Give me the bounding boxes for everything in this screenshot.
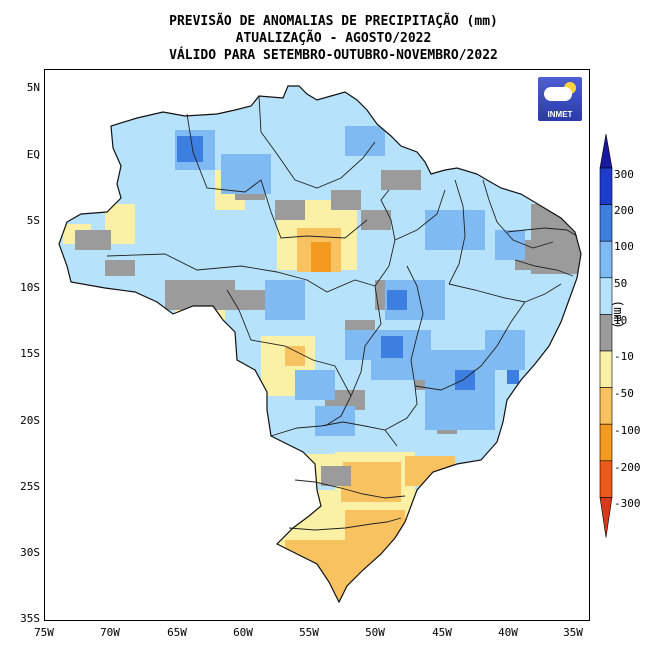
colorbar-label: -200: [614, 461, 641, 474]
anomaly-cell: [345, 126, 385, 156]
lon-label-45w: 45W: [432, 626, 452, 639]
anomaly-cell: [361, 210, 391, 230]
anomaly-cell: [387, 290, 407, 310]
colorbar-segment: [599, 240, 613, 279]
colorbar-segment: [599, 167, 613, 205]
colorbar-label: 300: [614, 168, 634, 181]
anomaly-cell: [425, 210, 485, 250]
colorbar: [599, 133, 613, 538]
colorbar-top-arrow: [599, 133, 613, 169]
colorbar-label: 200: [614, 204, 634, 217]
colorbar-segment: [599, 387, 613, 425]
anomaly-cell: [381, 336, 403, 358]
anomaly-cell: [265, 280, 305, 320]
colorbar-label: -10: [614, 350, 634, 363]
map-title-line2: ATUALIZAÇÃO - AGOSTO/2022: [235, 31, 432, 46]
map-frame: [44, 69, 590, 621]
colorbar-segment: [599, 204, 613, 242]
map-title-line1: PREVISÃO DE ANOMALIAS DE PRECIPITAÇÃO (m…: [169, 14, 498, 29]
inmet-logo: INMET: [538, 77, 582, 121]
cloud-icon: [544, 87, 572, 101]
colorbar-label: -300: [614, 497, 641, 510]
colorbar-unit: (mm): [611, 300, 625, 329]
anomaly-cell: [331, 190, 361, 210]
lon-label-50w: 50W: [365, 626, 385, 639]
anomaly-cell: [185, 320, 215, 340]
logo-text: INMET: [547, 110, 573, 119]
lon-label-75w: 75W: [34, 626, 54, 639]
lat-label-30s: 30S: [20, 546, 40, 559]
lon-label-55w: 55W: [299, 626, 319, 639]
colorbar-label: -50: [614, 387, 634, 400]
colorbar-bottom-arrow: [599, 497, 613, 538]
lat-label-5n: 5N: [26, 81, 40, 94]
lon-label-40w: 40W: [498, 626, 518, 639]
map-title-line3: VÁLIDO PARA SETEMBRO-OUTUBRO-NOVEMBRO/20…: [169, 48, 498, 63]
anomaly-cell: [345, 330, 385, 360]
colorbar-label: 100: [614, 240, 634, 253]
lat-label-25s: 25S: [20, 480, 40, 493]
brazil-anomaly-map: [58, 85, 582, 603]
colorbar-label: 10: [614, 314, 628, 327]
lat-label-15s: 15S: [20, 347, 40, 360]
anomaly-cell: [165, 280, 235, 310]
lat-label-20s: 20S: [20, 414, 40, 427]
anomaly-cell: [295, 370, 335, 400]
anomaly-cell: [315, 406, 355, 436]
lat-label-35s: 35S: [20, 612, 40, 625]
anomaly-cell: [177, 136, 203, 162]
lat-label-eq: EQ: [26, 148, 40, 161]
anomaly-cell: [345, 510, 405, 550]
anomaly-cell: [405, 456, 455, 486]
colorbar-segment: [599, 350, 613, 388]
anomaly-cell: [321, 466, 351, 486]
lon-label-70w: 70W: [100, 626, 120, 639]
lat-label-5s: 5S: [26, 214, 40, 227]
colorbar-label: 50: [614, 277, 628, 290]
anomaly-cell: [105, 260, 135, 276]
lon-label-35w: 35W: [563, 626, 583, 639]
anomaly-cell: [275, 200, 305, 220]
anomaly-cell: [495, 230, 525, 260]
colorbar-segment: [599, 460, 613, 498]
anomaly-cell: [311, 242, 331, 272]
colorbar-segment: [599, 423, 613, 462]
anomaly-cell: [381, 170, 421, 190]
colorbar-label: -100: [614, 424, 641, 437]
lon-label-65w: 65W: [167, 626, 187, 639]
lon-label-60w: 60W: [233, 626, 253, 639]
anomaly-cell: [485, 330, 525, 370]
anomaly-cell: [221, 154, 271, 194]
anomaly-cell: [507, 370, 519, 384]
anomaly-cell: [75, 230, 111, 250]
lat-label-10s: 10S: [20, 281, 40, 294]
anomaly-cell: [285, 346, 305, 366]
